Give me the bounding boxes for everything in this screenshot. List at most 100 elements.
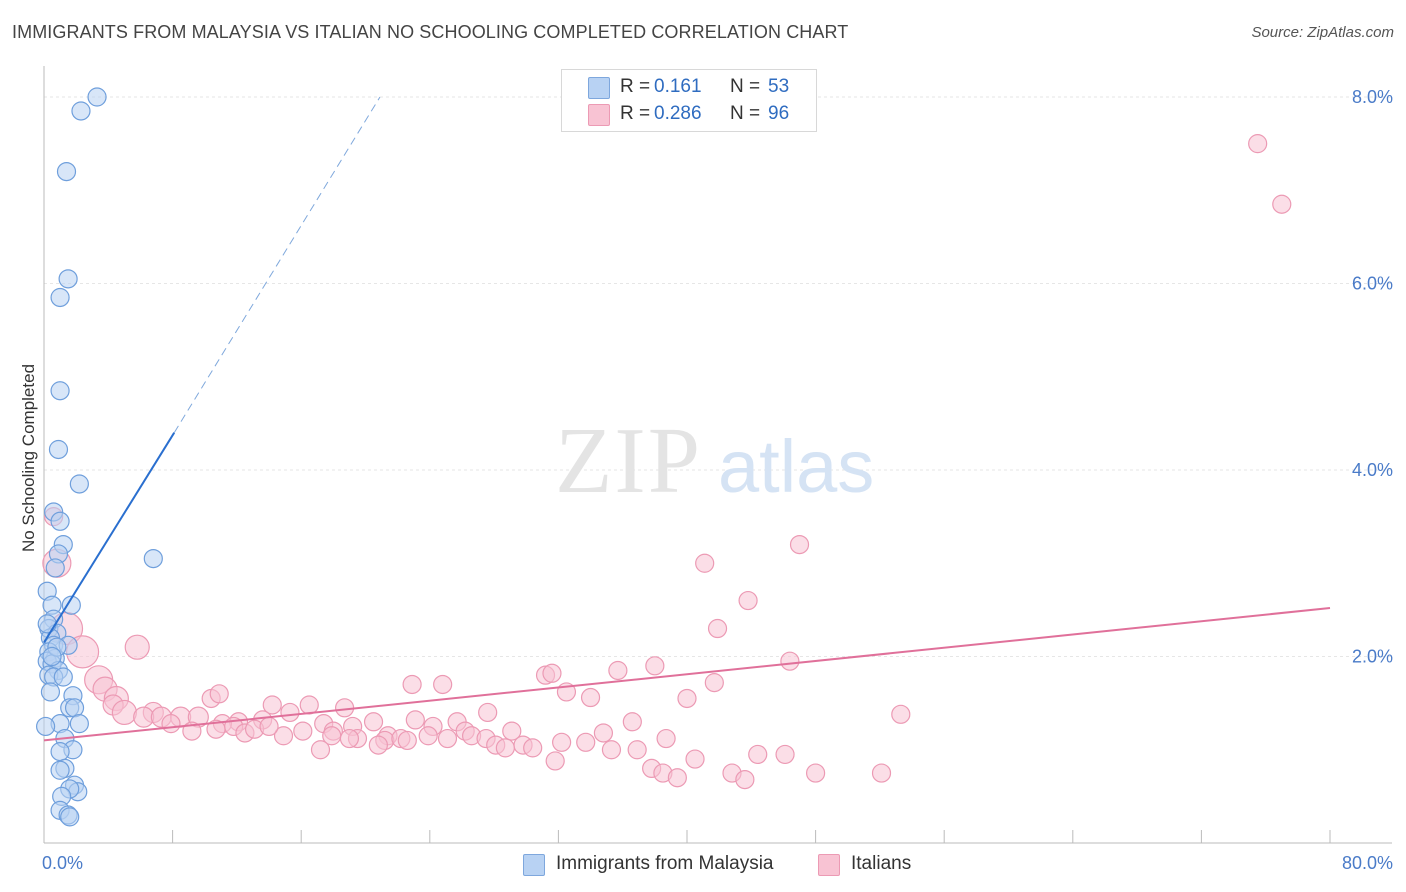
- italians-point: [780, 651, 800, 671]
- italians-point: [695, 553, 715, 573]
- malaysia-point: [56, 162, 77, 182]
- italians-point: [622, 712, 642, 732]
- legend-row-malaysia: R = 0.161 N = 53: [562, 74, 816, 100]
- italians-point: [645, 656, 665, 676]
- legend-row-italians: R = 0.286 N = 96: [562, 101, 816, 127]
- y-tick-label: 8.0%: [1352, 87, 1393, 107]
- malaysia-point: [64, 698, 85, 718]
- italians-point: [437, 728, 458, 749]
- italians-point: [789, 534, 810, 555]
- grid-layer: [44, 96, 1392, 657]
- italians-point: [685, 749, 705, 769]
- malaysia-point: [53, 667, 73, 687]
- y-tick-label: 6.0%: [1352, 274, 1393, 294]
- italians-trend-line: [43, 607, 1331, 742]
- italians-points: [42, 134, 1292, 790]
- italians-point: [1248, 134, 1268, 154]
- italians-point: [523, 738, 543, 758]
- r-value: 0.161: [654, 76, 702, 97]
- malaysia-point: [40, 682, 61, 702]
- italians-point: [124, 634, 150, 660]
- italians-point: [262, 695, 282, 715]
- malaysia-point: [36, 716, 56, 737]
- italians-point: [656, 728, 676, 749]
- italians-point: [627, 740, 647, 760]
- malaysia-point: [58, 269, 78, 289]
- watermark-atlas: atlas: [718, 425, 874, 508]
- malaysia-point: [60, 807, 80, 827]
- malaysia-point: [61, 595, 81, 615]
- italians-point: [363, 712, 384, 732]
- malaysia-point: [69, 714, 89, 734]
- y-tick-label: 4.0%: [1352, 460, 1393, 480]
- malaysia-point: [69, 474, 89, 494]
- italians-point: [310, 740, 331, 760]
- x-tick-label-min: 0.0%: [42, 853, 83, 873]
- italians-point: [280, 702, 300, 723]
- correlation-legend: R = 0.161 N = 53 R = 0.286 N = 96: [561, 69, 817, 132]
- italians-point: [502, 721, 522, 741]
- italians-point: [433, 674, 453, 695]
- italians-point: [273, 726, 294, 746]
- italians-point: [495, 738, 515, 758]
- italians-point: [707, 618, 728, 639]
- malaysia-trend-line: [43, 432, 176, 644]
- malaysia-point: [37, 614, 57, 634]
- italians-point: [133, 706, 155, 728]
- malaysia-point: [50, 511, 70, 531]
- italians-point: [397, 730, 417, 751]
- italians-point: [593, 723, 614, 743]
- italians-point: [1272, 194, 1292, 214]
- italians-point: [542, 663, 562, 683]
- italians-point: [405, 710, 425, 730]
- axes-layer: [43, 66, 1392, 844]
- malaysia-trend-extension: [173, 96, 381, 433]
- italians-point: [891, 704, 911, 724]
- malaysia-point: [143, 548, 163, 569]
- italians-point: [738, 590, 758, 611]
- italians-point: [545, 751, 565, 771]
- italians-point: [206, 719, 226, 739]
- axis-labels: 2.0% 4.0% 6.0% 8.0% 0.0% 80.0% No Schooling Co…: [19, 87, 1393, 873]
- n-label: N =: [730, 103, 761, 124]
- italians-point: [805, 763, 826, 783]
- malaysia-swatch-icon: [523, 854, 545, 876]
- italians-point: [418, 726, 438, 746]
- n-value: 96: [768, 103, 790, 124]
- r-value: 0.286: [654, 103, 702, 124]
- italians-point: [667, 768, 687, 788]
- n-label: N =: [730, 76, 761, 97]
- italians-point: [339, 728, 360, 749]
- italians-point: [775, 744, 795, 765]
- malaysia-points: [36, 87, 163, 827]
- italians-point: [335, 698, 355, 718]
- malaysia-point: [42, 646, 62, 667]
- italians-swatch-icon: [818, 854, 840, 876]
- x-tick-label-max: 80.0%: [1342, 853, 1393, 873]
- italians-swatch-icon: [588, 104, 610, 126]
- watermark-zip: ZIP: [555, 409, 702, 513]
- italians-point: [402, 674, 422, 695]
- italians-point: [293, 721, 313, 741]
- italians-point: [677, 688, 697, 709]
- malaysia-swatch-icon: [588, 77, 610, 99]
- italians-point: [735, 769, 755, 790]
- legend-label: Immigrants from Malaysia: [556, 853, 774, 874]
- italians-point: [601, 740, 622, 760]
- italians-point: [299, 695, 319, 715]
- r-label: R =: [620, 76, 651, 97]
- malaysia-point: [45, 558, 65, 578]
- y-axis-label: No Schooling Completed: [19, 364, 38, 552]
- malaysia-point: [48, 439, 69, 460]
- italians-point: [871, 763, 892, 783]
- italians-point: [259, 716, 279, 737]
- watermark: ZIP atlas: [555, 409, 874, 513]
- italians-point: [704, 673, 724, 693]
- source-label: Source: ZipAtlas.com: [1251, 24, 1394, 41]
- italians-point: [552, 732, 572, 752]
- malaysia-point: [50, 760, 70, 780]
- malaysia-point: [87, 87, 107, 107]
- italians-point: [580, 687, 601, 708]
- malaysia-point: [50, 287, 70, 308]
